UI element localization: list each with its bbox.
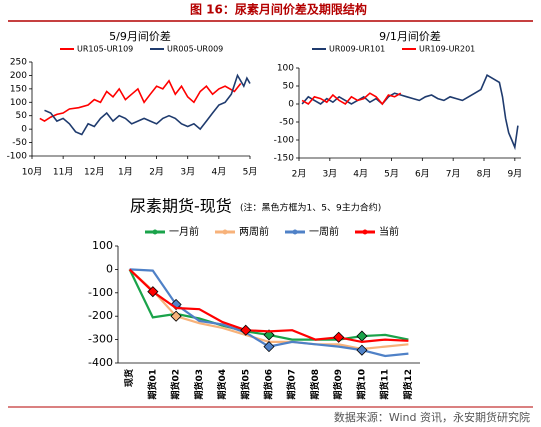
y-tick-label: -50 bbox=[12, 138, 27, 148]
y-tick-label: 0 bbox=[106, 262, 113, 275]
legend-label: 一月前 bbox=[169, 225, 199, 238]
y-tick-label: -300 bbox=[88, 333, 113, 346]
x-tick-label: 12月 bbox=[84, 167, 104, 178]
legend-label: UR105-UR109 bbox=[77, 45, 133, 54]
chart-title: 9/1月间价差 bbox=[379, 29, 441, 43]
main-contract-marker bbox=[170, 310, 182, 322]
x-tick-label: 期货11 bbox=[379, 369, 391, 400]
legend-label: UR005-UR009 bbox=[167, 45, 223, 54]
x-tick-label: 3月 bbox=[180, 167, 195, 178]
x-tick-label: 2月 bbox=[149, 167, 164, 178]
x-tick-label: 4月 bbox=[353, 169, 368, 180]
legend-label: 两周前 bbox=[239, 225, 269, 238]
series-line bbox=[44, 73, 251, 136]
chart-title: 5/9月间价差 bbox=[109, 29, 171, 43]
y-tick-label: -50 bbox=[279, 118, 294, 128]
legend-label: 一周前 bbox=[309, 225, 339, 238]
series-line bbox=[301, 92, 402, 106]
main-contract-marker bbox=[263, 341, 275, 353]
series-line bbox=[128, 268, 409, 344]
x-tick-label: 期货12 bbox=[402, 369, 414, 400]
x-tick-label: 10月 bbox=[22, 167, 42, 178]
y-tick-label: 50 bbox=[16, 111, 28, 121]
main-contract-marker bbox=[333, 331, 345, 343]
legend-label: UR009-UR101 bbox=[329, 45, 385, 54]
legend-marker bbox=[292, 229, 298, 235]
x-tick-label: 现货 bbox=[123, 369, 135, 387]
source: 数据来源：Wind 资讯，永安期货研究院 bbox=[334, 410, 530, 424]
x-tick-label: 6月 bbox=[415, 169, 430, 180]
x-tick-label: 期货04 bbox=[216, 369, 228, 400]
series-line bbox=[39, 79, 242, 123]
y-tick-label: 50 bbox=[283, 82, 295, 92]
y-tick-label: 100 bbox=[92, 239, 113, 252]
x-tick-label: 期货09 bbox=[332, 369, 344, 400]
x-tick-label: 期货03 bbox=[193, 369, 205, 400]
x-tick-label: 期货08 bbox=[309, 369, 321, 400]
x-tick-label: 期货07 bbox=[286, 369, 298, 400]
y-tick-label: 200 bbox=[10, 71, 27, 81]
y-tick-label: 150 bbox=[10, 84, 27, 94]
x-tick-label: 11月 bbox=[53, 167, 73, 178]
y-tick-label: 250 bbox=[10, 58, 27, 68]
chart-title: 尿素期货-现货 bbox=[130, 197, 232, 216]
y-tick-label: 100 bbox=[10, 98, 27, 108]
main-contract-marker bbox=[147, 286, 159, 298]
y-tick-label: 0 bbox=[21, 125, 27, 135]
legend-label: 当前 bbox=[379, 225, 399, 238]
y-tick-label: -200 bbox=[88, 309, 113, 322]
x-tick-label: 3月 bbox=[322, 169, 337, 180]
y-tick-label: 100 bbox=[277, 64, 294, 74]
x-tick-label: 8月 bbox=[477, 169, 492, 180]
x-tick-label: 5月 bbox=[384, 169, 399, 180]
main-contract-marker bbox=[240, 324, 252, 336]
main-contract-marker bbox=[263, 329, 275, 341]
x-tick-label: 1月 bbox=[118, 167, 133, 178]
series-line bbox=[301, 74, 519, 151]
legend-marker bbox=[222, 229, 228, 235]
x-tick-label: 9月 bbox=[507, 169, 522, 180]
x-tick-label: 期货02 bbox=[170, 369, 182, 400]
y-tick-label: -150 bbox=[274, 154, 295, 164]
y-tick-label: 0 bbox=[288, 100, 294, 110]
x-tick-label: 期货05 bbox=[239, 369, 251, 400]
chart-note: (注：黑色方框为1、5、9主力合约) bbox=[240, 202, 381, 214]
figure-title: 图 16：尿素月间价差及期限结构 bbox=[190, 2, 367, 17]
x-tick-label: 4月 bbox=[211, 167, 226, 178]
x-tick-label: 期货10 bbox=[355, 369, 367, 400]
x-tick-label: 期货01 bbox=[146, 369, 158, 400]
legend-marker bbox=[152, 229, 158, 235]
y-tick-label: -400 bbox=[88, 356, 113, 369]
x-tick-label: 5月 bbox=[243, 167, 258, 178]
main-contract-marker bbox=[356, 330, 368, 342]
y-tick-label: -100 bbox=[88, 286, 113, 299]
y-tick-label: -100 bbox=[274, 136, 295, 146]
main-contract-marker bbox=[356, 344, 368, 356]
x-tick-label: 7月 bbox=[446, 169, 461, 180]
x-tick-label: 期货06 bbox=[263, 369, 275, 400]
legend-marker bbox=[362, 229, 368, 235]
y-tick-label: -100 bbox=[7, 152, 28, 162]
x-tick-label: 2月 bbox=[292, 169, 307, 180]
legend-label: UR109-UR201 bbox=[419, 45, 475, 54]
